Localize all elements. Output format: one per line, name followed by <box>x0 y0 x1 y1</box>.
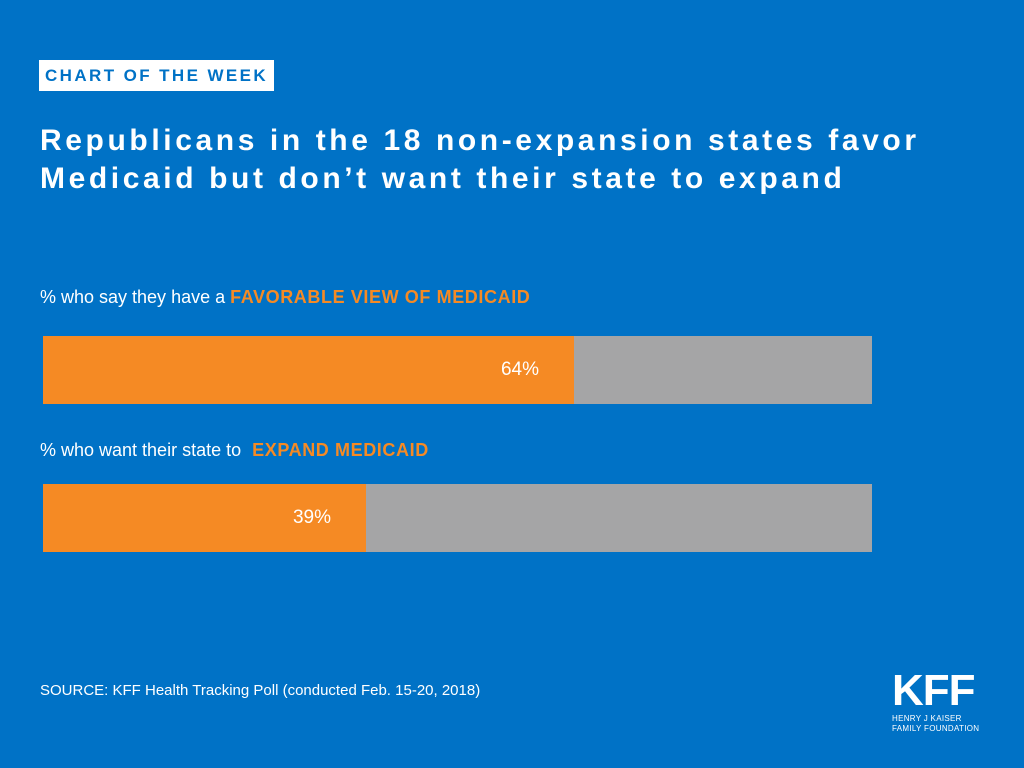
bar-value-label-expand: 39% <box>292 507 331 528</box>
bar-fill-favorable: 64% <box>43 336 574 404</box>
bar-label-prefix: % who say they have a <box>40 287 226 307</box>
chart-of-the-week-tag: CHART OF THE WEEK <box>39 60 275 91</box>
kff-logo: KFF HENRY J KAISER FAMILY FOUNDATION <box>892 666 1002 734</box>
kff-logo-subtitle: HENRY J KAISER FAMILY FOUNDATION <box>892 714 1002 734</box>
bar-track-favorable: 64% <box>43 336 872 404</box>
source-note: SOURCE: KFF Health Tracking Poll (conduc… <box>40 682 481 699</box>
bar-label-favorable: % who say they have a FAVORABLE VIEW OF … <box>40 286 530 308</box>
bar-label-highlight: FAVORABLE VIEW OF MEDICAID <box>230 287 531 307</box>
bar-track-expand: 39% <box>43 484 872 552</box>
kff-logo-line-2: FAMILY FOUNDATION <box>892 724 980 733</box>
bar-label-expand: % who want their state to EXPAND MEDICAI… <box>40 439 429 461</box>
kff-logo-mark: KFF <box>892 666 976 715</box>
bar-value-label-favorable: 64% <box>500 359 539 380</box>
bar-label-prefix: % who want their state to <box>40 440 242 460</box>
chart-title: Republicans in the 18 non-expansion stat… <box>40 122 1000 198</box>
bar-label-highlight: EXPAND MEDICAID <box>252 440 429 460</box>
kff-logo-line-1: HENRY J KAISER <box>892 714 962 723</box>
bar-fill-expand: 39% <box>43 484 366 552</box>
chart-title-line-2: Medicaid but don’t want their state to e… <box>40 162 846 195</box>
chart-title-line-1: Republicans in the 18 non-expansion stat… <box>40 124 920 157</box>
